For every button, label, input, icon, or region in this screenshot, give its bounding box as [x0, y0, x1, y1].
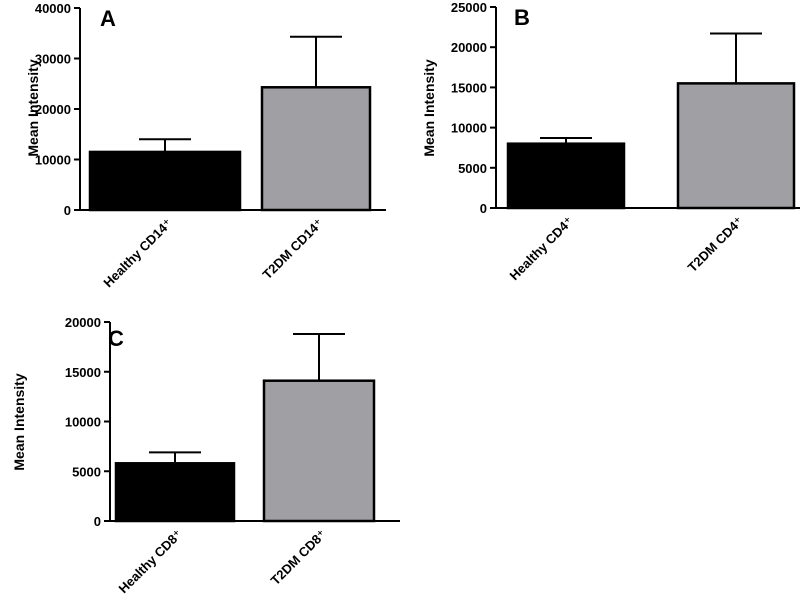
y-tick-label: 5000 [72, 464, 101, 479]
y-tick-label: 0 [480, 201, 487, 216]
category-label-t2dm: T2DM CD8⁺ [268, 527, 329, 588]
y-tick-label: 20000 [65, 315, 101, 330]
category-label-t2dm: T2DM CD14⁺ [260, 216, 327, 283]
category-label-healthy: Healthy CD8⁺ [116, 527, 186, 597]
category-label-healthy: Healthy CD14⁺ [100, 216, 175, 291]
bar-healthy [114, 462, 236, 523]
y-tick-label: 10000 [65, 415, 101, 430]
y-tick-label: 5000 [458, 161, 487, 176]
y-tick-label: 10000 [451, 121, 487, 136]
y-tick-label: 15000 [65, 365, 101, 380]
bar-t2dm [260, 86, 372, 212]
y-tick-label: 20000 [451, 40, 487, 55]
y-tick-label: 30000 [35, 52, 71, 67]
panel-letter-c: C [108, 326, 124, 351]
panel-letter-a: A [100, 6, 116, 31]
y-axis-title: Mean Intensity [11, 373, 27, 470]
category-label-t2dm: T2DM CD4⁺ [685, 214, 746, 275]
bar-t2dm [676, 82, 796, 210]
y-tick-label: 15000 [451, 80, 487, 95]
panel-a: A Mean Intensity Healthy CD14⁺ T2DM CD14⁺ 0 1… [25, 1, 386, 290]
bar-t2dm [262, 379, 376, 523]
panel-b: B Mean Intensity Healthy CD4⁺ T2DM CD4⁺ 0 500… [421, 0, 800, 283]
y-tick-label: 40000 [35, 1, 71, 16]
category-label-healthy: Healthy CD4⁺ [507, 214, 577, 284]
bar-healthy [88, 150, 242, 212]
y-tick-label: 25000 [451, 0, 487, 15]
y-axis-title: Mean Intensity [421, 59, 437, 156]
y-tick-label: 0 [94, 514, 101, 529]
y-tick-label: 0 [64, 203, 71, 218]
y-tick-label: 10000 [35, 153, 71, 168]
bar-healthy [506, 142, 626, 210]
panel-letter-b: B [514, 5, 530, 30]
y-tick-label: 20000 [35, 102, 71, 117]
panel-c: C Mean Intensity Healthy CD8⁺ T2DM CD8⁺ 0 500… [11, 315, 400, 596]
y-axis-title: Mean Intensity [25, 59, 41, 156]
